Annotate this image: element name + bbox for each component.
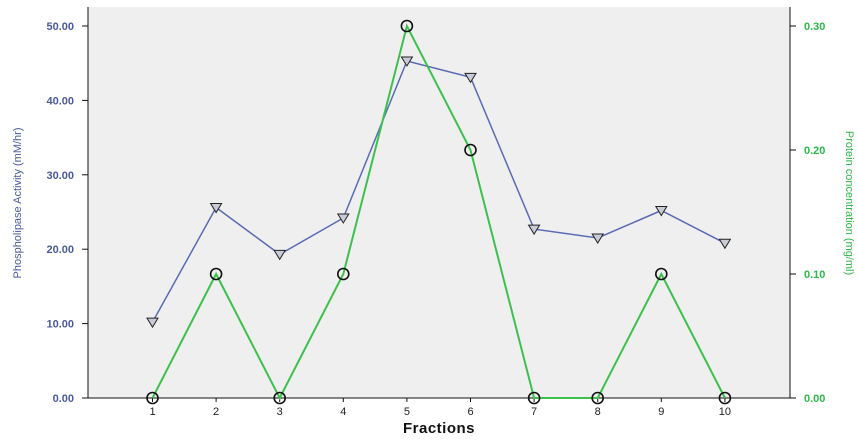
data-point-circle (336, 267, 350, 281)
data-point-triangle (400, 56, 414, 67)
data-point-triangle (146, 317, 159, 329)
data-point-triangle (336, 213, 350, 224)
data-point-triangle (527, 224, 541, 236)
data-point-triangle (273, 249, 287, 261)
left-tick-label: 40.00 (46, 95, 74, 107)
x-axis-ticks: 1 2 3 4 5 6 7 8 9 10 (149, 398, 731, 418)
data-point-circle (400, 19, 414, 33)
right-tick-label: 0.00 (804, 393, 825, 405)
data-point-circle (591, 391, 605, 405)
plot-area (88, 7, 790, 398)
data-point-circle (464, 143, 477, 157)
x-tick-label: 5 (404, 406, 410, 418)
x-tick-label: 7 (531, 406, 537, 418)
data-point-triangle (209, 203, 223, 214)
data-point-triangle (464, 72, 477, 84)
series-layer (146, 19, 732, 405)
x-axis-label: Fractions (403, 420, 475, 437)
x-tick-label: 4 (340, 406, 346, 418)
left-tick-label: 0.00 (53, 393, 74, 405)
series-line-protein-concentration (151, 23, 726, 401)
left-tick-label: 50.00 (46, 21, 74, 33)
data-point-triangle (718, 238, 732, 250)
left-axis-ticks: 0.00 10.00 20.00 30.00 40.00 50.00 (46, 21, 88, 405)
x-tick-label: 3 (277, 406, 283, 418)
x-tick-label: 1 (149, 406, 155, 418)
x-tick-label: 2 (213, 406, 219, 418)
left-tick-label: 20.00 (46, 244, 74, 256)
x-tick-label: 9 (658, 406, 664, 418)
x-tick-label: 8 (595, 406, 601, 418)
data-point-triangle (654, 206, 668, 217)
data-point-circle (209, 267, 223, 281)
right-tick-label: 0.20 (804, 145, 825, 157)
left-tick-label: 30.00 (46, 170, 74, 182)
data-point-circle (718, 391, 732, 405)
right-tick-label: 0.10 (804, 269, 825, 281)
series-line-phospholipase-activity (151, 60, 726, 323)
right-axis-ticks: 0.00 0.10 0.20 0.30 (790, 21, 825, 405)
x-tick-label: 10 (719, 406, 731, 418)
right-tick-label: 0.30 (804, 21, 825, 33)
left-axis-label: Phospholipase Activity (mM/hr) (12, 128, 24, 279)
data-point-circle (654, 267, 668, 281)
right-axis-label: Protein concentration (mg/ml) (843, 131, 855, 275)
data-point-circle (146, 391, 159, 405)
left-tick-label: 10.00 (46, 319, 74, 331)
data-point-circle (273, 391, 287, 405)
data-point-triangle (591, 233, 605, 244)
data-point-circle (527, 391, 541, 405)
x-tick-label: 6 (467, 406, 473, 418)
